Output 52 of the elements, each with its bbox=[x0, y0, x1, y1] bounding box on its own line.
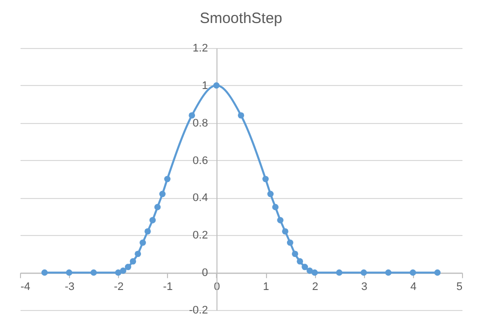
x-tick-label: -4 bbox=[20, 281, 30, 294]
point bbox=[262, 176, 269, 182]
point bbox=[90, 269, 97, 276]
point bbox=[238, 112, 244, 119]
point bbox=[410, 269, 416, 276]
x-tick-label: -1 bbox=[162, 281, 173, 294]
y-tick-label: 1 bbox=[202, 80, 208, 92]
y-tick-label: 0.4 bbox=[192, 192, 208, 204]
point bbox=[282, 228, 288, 235]
point bbox=[286, 239, 294, 246]
point bbox=[306, 268, 313, 274]
point bbox=[164, 176, 170, 182]
y-tick-label: 0.2 bbox=[192, 230, 208, 242]
point bbox=[140, 239, 146, 246]
y-tick-label: 0 bbox=[202, 267, 208, 280]
x-tick-label: -2 bbox=[114, 281, 124, 294]
point bbox=[277, 217, 284, 224]
point bbox=[120, 268, 126, 274]
y-tick-label: 0.8 bbox=[192, 117, 208, 130]
y-tick-label: 1.2 bbox=[192, 42, 208, 54]
y-tick-label: -0.2 bbox=[188, 304, 208, 316]
x-tick-label: 3 bbox=[361, 281, 368, 294]
point bbox=[312, 269, 318, 276]
point bbox=[296, 258, 304, 264]
x-tick-label: 1 bbox=[262, 281, 270, 294]
point bbox=[124, 264, 132, 270]
point bbox=[66, 269, 72, 276]
point bbox=[115, 269, 122, 276]
x-tick-label: 5 bbox=[456, 281, 462, 294]
point bbox=[188, 112, 196, 119]
point bbox=[213, 82, 220, 89]
point bbox=[144, 228, 151, 235]
point bbox=[434, 269, 441, 276]
point bbox=[149, 217, 156, 224]
x-tick-label: 0 bbox=[214, 281, 220, 294]
point bbox=[130, 258, 136, 264]
point bbox=[272, 204, 279, 210]
y-tick-label: 0.6 bbox=[192, 154, 208, 167]
x-tick-label: 4 bbox=[410, 281, 416, 294]
x-tick-label: -3 bbox=[64, 281, 74, 294]
point bbox=[159, 190, 166, 198]
point bbox=[385, 269, 392, 276]
point bbox=[134, 250, 142, 258]
x-tick-label: 2 bbox=[312, 281, 318, 294]
point bbox=[336, 269, 342, 276]
point bbox=[41, 269, 48, 276]
point bbox=[292, 250, 298, 258]
point bbox=[154, 204, 161, 210]
chart-title: SmoothStep bbox=[200, 10, 282, 27]
point bbox=[302, 264, 308, 270]
point bbox=[360, 269, 367, 276]
point bbox=[267, 190, 274, 198]
